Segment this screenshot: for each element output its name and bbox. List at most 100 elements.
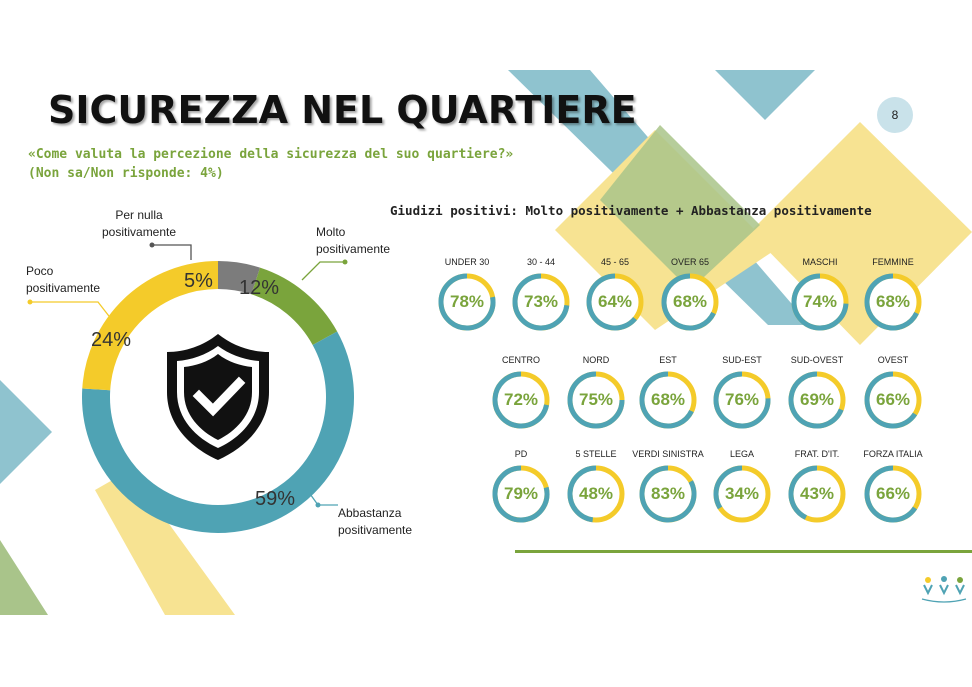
segment-donut (713, 371, 771, 429)
segment-donut (512, 273, 570, 331)
label-abbastanza: Abbastanza positivamente (338, 505, 412, 539)
label-abbastanza-line1: Abbastanza (338, 506, 402, 520)
segment-percent: 83% (650, 484, 686, 503)
leader-per-nulla-dot (149, 242, 155, 248)
segment-donut-value (492, 371, 549, 429)
segment-percent: 74% (802, 292, 838, 311)
segment-donut (864, 465, 922, 523)
segment-percent: 66% (875, 390, 911, 409)
segment-donut-value (713, 465, 743, 510)
segment-label: 45 - 65 (600, 257, 630, 267)
pct-molto: 12% (239, 277, 280, 299)
segment-donut-value (438, 273, 496, 331)
segment-donut-value (639, 465, 697, 523)
segment-label: UNDER 30 (444, 257, 490, 267)
segment-label: OVER 65 (670, 257, 710, 267)
winpoll-logo (921, 576, 967, 603)
segment-donut-value (713, 371, 771, 429)
segment-donut-value (788, 371, 844, 429)
segment-donut-value (567, 465, 597, 523)
segment-donut-value (791, 273, 849, 331)
segment-donut (492, 371, 550, 429)
segment-percent: 34% (724, 484, 760, 503)
segment-label: VERDI SINISTRA (632, 449, 704, 459)
leader-per-nulla (152, 244, 192, 260)
segment-percent: 75% (578, 390, 614, 409)
segment-label: SUD-EST (722, 355, 762, 365)
segment-donut (639, 465, 697, 523)
slice-molto (250, 267, 338, 346)
segment-donut (864, 273, 922, 331)
slice-per-nulla (217, 261, 261, 295)
label-molto-line2: positivamente (316, 242, 391, 256)
question-subtitle: «Come valuta la percezione della sicurez… (28, 145, 513, 183)
segment-percent: 64% (597, 292, 633, 311)
segment-donut (586, 273, 644, 331)
segment-label: CENTRO (502, 355, 540, 365)
segment-donut (567, 465, 625, 523)
leader-molto (301, 261, 345, 281)
pct-poco: 24% (91, 329, 132, 351)
segment-donut (567, 371, 625, 429)
segment-label: FORZA ITALIA (863, 449, 923, 459)
segment-label: PD (514, 449, 528, 459)
segment-donut-value (586, 273, 637, 331)
segment-percent: 68% (672, 292, 708, 311)
segment-percent: 43% (799, 484, 835, 503)
segment-donut (438, 273, 496, 331)
segment-donut-value (512, 273, 570, 331)
segment-percent: 68% (875, 292, 911, 311)
no-answer-note: (Non sa/Non risponde: 4%) (28, 166, 224, 181)
page-number-badge: 8 (877, 97, 913, 133)
label-poco: Poco positivamente (26, 263, 100, 297)
segment-percent: 48% (578, 484, 614, 503)
segment-donut (713, 465, 771, 523)
leader-poco-dot (27, 299, 33, 305)
page-title: SICUREZZA NEL QUARTIERE (48, 88, 637, 132)
segment-label: 5 STELLE (575, 449, 617, 459)
segment-donut-value (788, 465, 818, 520)
label-per-nulla-line1: Per nulla (115, 208, 163, 222)
right-chart-heading: Giudizi positivi: Molto positivamente + … (390, 203, 872, 218)
segment-label: NORD (582, 355, 610, 365)
segment-donut (492, 465, 550, 523)
segment-percent: 69% (799, 390, 835, 409)
segment-percent: 79% (503, 484, 539, 503)
segment-label: FEMMINE (872, 257, 914, 267)
segment-donut-value (864, 465, 918, 523)
segment-donut-value (639, 371, 694, 429)
segment-donut-value (864, 371, 918, 429)
segment-label: 30 - 44 (526, 257, 556, 267)
divider-line (515, 550, 972, 553)
segment-percent: 73% (523, 292, 559, 311)
question-text: «Come valuta la percezione della sicurez… (28, 147, 514, 162)
label-per-nulla: Per nulla positivamente (102, 207, 176, 241)
segment-donut-value (661, 273, 716, 331)
segment-percent: 78% (449, 292, 485, 311)
segment-percent: 72% (503, 390, 539, 409)
segment-percent: 66% (875, 484, 911, 503)
segment-donut (788, 371, 846, 429)
segment-donut (639, 371, 697, 429)
segment-label: LEGA (729, 449, 754, 459)
segment-percent: 76% (724, 390, 760, 409)
segment-label: OVEST (877, 355, 909, 365)
segment-label: SUD-OVEST (790, 355, 844, 365)
leader-abbastanza-dot (315, 502, 321, 508)
pct-per-nulla: 5% (184, 270, 213, 292)
segment-donut-value (567, 371, 625, 429)
label-poco-line1: Poco (26, 264, 54, 278)
segment-donut (788, 465, 846, 523)
label-poco-line2: positivamente (26, 281, 101, 295)
slice-abbastanza (82, 331, 354, 533)
segment-percent: 68% (650, 390, 686, 409)
segment-donut-value (864, 273, 919, 331)
label-molto-line1: Molto (316, 225, 346, 239)
shield-check-icon (167, 334, 269, 460)
leader-poco (30, 301, 113, 321)
label-abbastanza-line2: positivamente (338, 523, 413, 537)
slice-poco (82, 261, 219, 391)
segment-donut (864, 371, 922, 429)
segment-donut (661, 273, 719, 331)
